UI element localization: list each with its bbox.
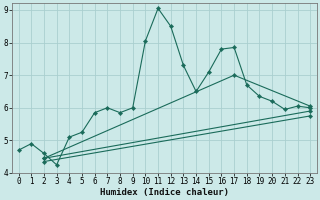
X-axis label: Humidex (Indice chaleur): Humidex (Indice chaleur) [100, 188, 229, 197]
